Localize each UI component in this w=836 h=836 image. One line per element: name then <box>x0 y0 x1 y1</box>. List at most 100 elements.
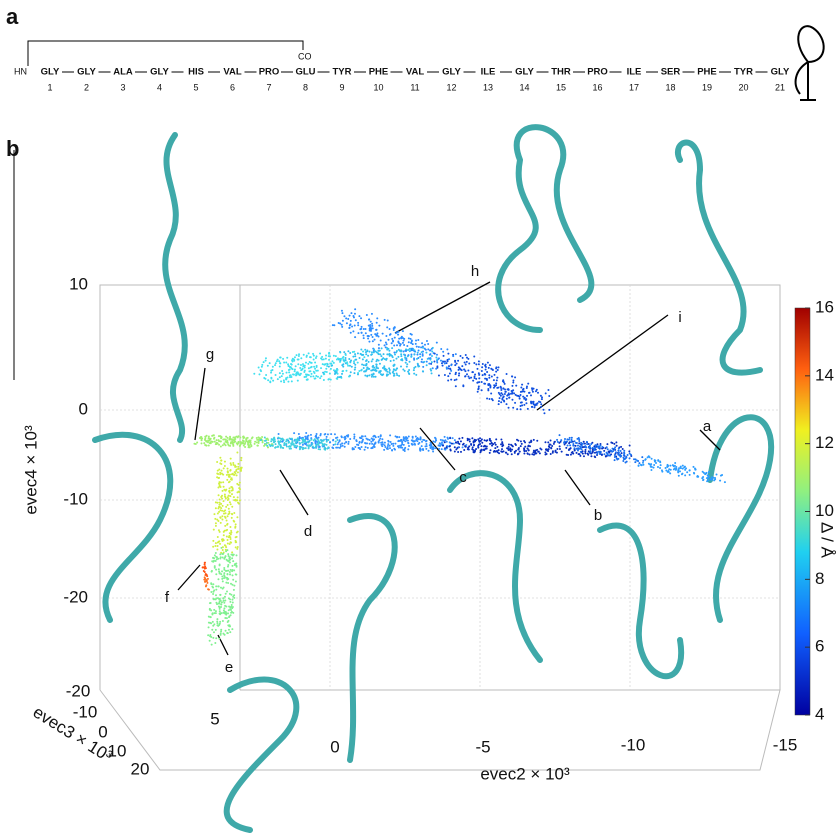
cloud-dot <box>535 403 538 406</box>
residue-number: 18 <box>665 82 675 92</box>
cloud-dot <box>279 439 282 442</box>
cloud-dot <box>229 503 232 506</box>
cloud-dot <box>314 439 317 442</box>
cloud-dot <box>534 404 537 407</box>
cloud-dot <box>370 333 373 336</box>
cloud-dot <box>272 437 275 440</box>
cloud-dot <box>240 466 243 469</box>
cloud-dot <box>500 388 503 391</box>
cloud-dot <box>623 451 626 454</box>
cloud-dot <box>476 390 479 393</box>
structure-label: h <box>471 263 479 280</box>
cloud-dot <box>361 438 364 441</box>
cloud-dot <box>386 353 389 356</box>
cloud-dot <box>584 452 587 455</box>
cloud-dot <box>480 438 483 441</box>
cloud-dot <box>372 351 375 354</box>
cloud-dot <box>415 357 418 360</box>
cloud-dot <box>488 437 491 440</box>
cloud-dot <box>702 471 705 474</box>
residue-number: 20 <box>738 82 748 92</box>
cloud-dot <box>576 437 579 440</box>
cloud-dot <box>536 391 539 394</box>
cloud-dot <box>641 461 644 464</box>
cloud-dot <box>326 433 329 436</box>
cloud-dot <box>264 357 267 360</box>
cloud-dot <box>625 460 628 463</box>
cloud-dot <box>418 441 421 444</box>
cloud-dot <box>400 353 403 356</box>
cloud-dot <box>448 441 451 444</box>
cloud-dot <box>328 358 331 361</box>
cloud-dot <box>551 444 554 447</box>
cloud-dot <box>573 447 576 450</box>
cloud-dot <box>207 626 210 629</box>
cloud-dot <box>477 385 480 388</box>
cloud-dot <box>221 575 224 578</box>
cloud-dot <box>207 437 210 440</box>
cloud-dot <box>229 538 232 541</box>
cloud-dot <box>710 476 713 479</box>
cloud-dot <box>382 357 385 360</box>
cloud-dot <box>507 445 510 448</box>
cloud-dot <box>232 436 235 439</box>
cloud-dot <box>501 393 504 396</box>
cloud-dot <box>404 436 407 439</box>
cloud-dot <box>227 581 230 584</box>
cloud-dot <box>410 355 413 358</box>
cloud-dot <box>310 437 313 440</box>
cloud-dot <box>460 369 463 372</box>
residue: GLY <box>442 67 461 78</box>
cloud-dot <box>410 340 413 343</box>
cloud-dot <box>634 458 637 461</box>
cloud-dot <box>402 350 405 353</box>
cloud-dot <box>563 443 566 446</box>
cloud-dot <box>336 443 339 446</box>
cloud-dot <box>236 496 239 499</box>
cloud-dot <box>546 449 549 452</box>
cloud-dot <box>380 443 383 446</box>
cloud-dot <box>341 356 344 359</box>
cloud-dot <box>540 405 543 408</box>
residue: ILE <box>481 67 496 78</box>
cloud-dot <box>236 451 239 454</box>
cloud-dot <box>317 436 320 439</box>
cloud-dot <box>218 498 221 501</box>
cloud-dot <box>583 442 586 445</box>
cloud-dot <box>346 362 349 365</box>
cloud-dot <box>219 599 222 602</box>
cloud-dot <box>442 350 445 353</box>
cloud-dot <box>228 491 231 494</box>
cloud-dot <box>463 368 466 371</box>
cloud-dot <box>223 577 226 580</box>
cloud-dot <box>487 366 490 369</box>
cloud-dot <box>343 351 346 354</box>
cloud-dot <box>247 442 250 445</box>
cloud-dot <box>229 631 232 634</box>
cloud-dot <box>223 611 226 614</box>
cloud-dot <box>338 440 341 443</box>
cloud-dot <box>393 351 396 354</box>
cloud-dot <box>527 449 530 452</box>
cloud-dot <box>210 622 213 625</box>
cloud-dot <box>407 348 410 351</box>
structure-label: c <box>459 469 467 486</box>
axis-label: evec4 × 10³ <box>21 425 40 515</box>
cloud-dot <box>613 459 616 462</box>
cloud-dot <box>434 437 437 440</box>
cloud-dot <box>710 478 713 481</box>
cloud-dot <box>218 598 221 601</box>
cloud-dot <box>362 337 365 340</box>
cloud-dot <box>248 446 251 449</box>
cloud-dot <box>225 440 228 443</box>
cloud-dot <box>270 440 273 443</box>
cloud-dot <box>387 443 390 446</box>
n-terminus: HN <box>14 66 27 76</box>
cloud-dot <box>478 373 481 376</box>
cloud-dot <box>227 612 230 615</box>
cloud-dot <box>468 440 471 443</box>
cloud-dot <box>220 507 223 510</box>
cloud-dot <box>568 448 571 451</box>
cloud-dot <box>604 455 607 458</box>
cloud-dot <box>232 578 235 581</box>
